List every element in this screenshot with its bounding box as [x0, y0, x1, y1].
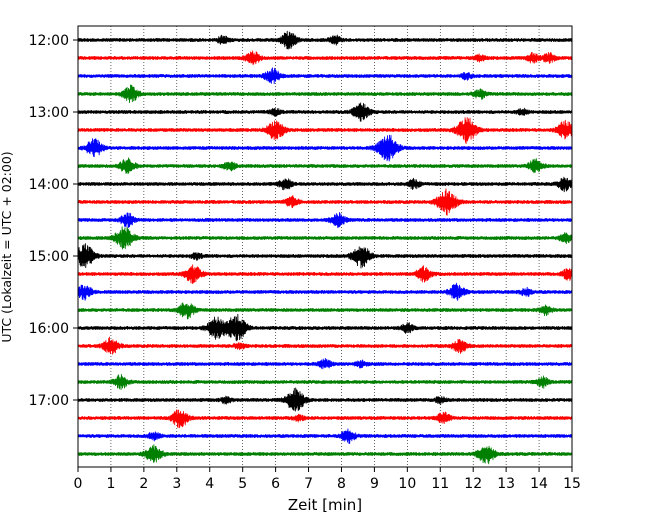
x-tick-label: 12 [464, 476, 482, 492]
y-axis-ticks: 12:00 13:00 14:00 15:00 16:00 17:00 [29, 33, 78, 409]
trace-line [77, 336, 573, 355]
x-tick-label: 10 [398, 476, 416, 492]
trace-line [77, 117, 573, 144]
trace-line [77, 387, 573, 412]
y-tick-label: 17:00 [29, 393, 69, 409]
trace-line [77, 313, 573, 342]
y-axis-label: UTC (Lokalzeit = UTC + 02:00) [0, 151, 14, 342]
x-tick-label: 4 [205, 476, 214, 492]
x-tick-label: 8 [337, 476, 346, 492]
x-tick-label: 14 [530, 476, 548, 492]
trace-line [77, 302, 573, 320]
trace-line [77, 67, 573, 85]
trace-line [77, 102, 573, 122]
x-tick-label: 7 [304, 476, 313, 492]
x-tick-label: 2 [139, 476, 148, 492]
trace-line [77, 428, 573, 444]
trace-line [77, 264, 573, 284]
trace-line [77, 409, 573, 429]
x-tick-label: 5 [238, 476, 247, 492]
trace-line [77, 30, 573, 50]
x-tick-label: 13 [497, 476, 515, 492]
seismic-traces [77, 30, 573, 465]
x-tick-label: 9 [370, 476, 379, 492]
trace-line [77, 357, 573, 370]
trace-line [77, 84, 573, 104]
x-tick-label: 11 [431, 476, 449, 492]
x-tick-label: 15 [563, 476, 581, 492]
y-tick-label: 14:00 [29, 177, 69, 193]
x-tick-label: 0 [74, 476, 83, 492]
trace-line [77, 444, 573, 465]
trace-line [77, 188, 573, 216]
x-axis-label: Zeit [min] [288, 496, 362, 514]
trace-line [77, 176, 573, 193]
y-tick-label: 13:00 [29, 105, 69, 121]
y-tick-label: 12:00 [29, 33, 69, 49]
trace-line [77, 226, 573, 250]
trace-line [77, 134, 573, 162]
trace-line [77, 50, 573, 65]
trace-line [77, 157, 573, 175]
trace-line [77, 373, 573, 390]
x-tick-label: 3 [172, 476, 181, 492]
y-tick-label: 15:00 [29, 249, 69, 265]
plot-frame [77, 25, 573, 468]
trace-line [77, 212, 573, 228]
x-tick-label: 1 [106, 476, 115, 492]
x-tick-label: 6 [271, 476, 280, 492]
trace-line [77, 243, 573, 269]
x-axis-ticks: 0 1 2 3 4 5 6 7 8 9 10 11 12 13 14 15 [74, 467, 581, 492]
trace-line [77, 282, 573, 301]
y-tick-label: 16:00 [29, 321, 69, 337]
